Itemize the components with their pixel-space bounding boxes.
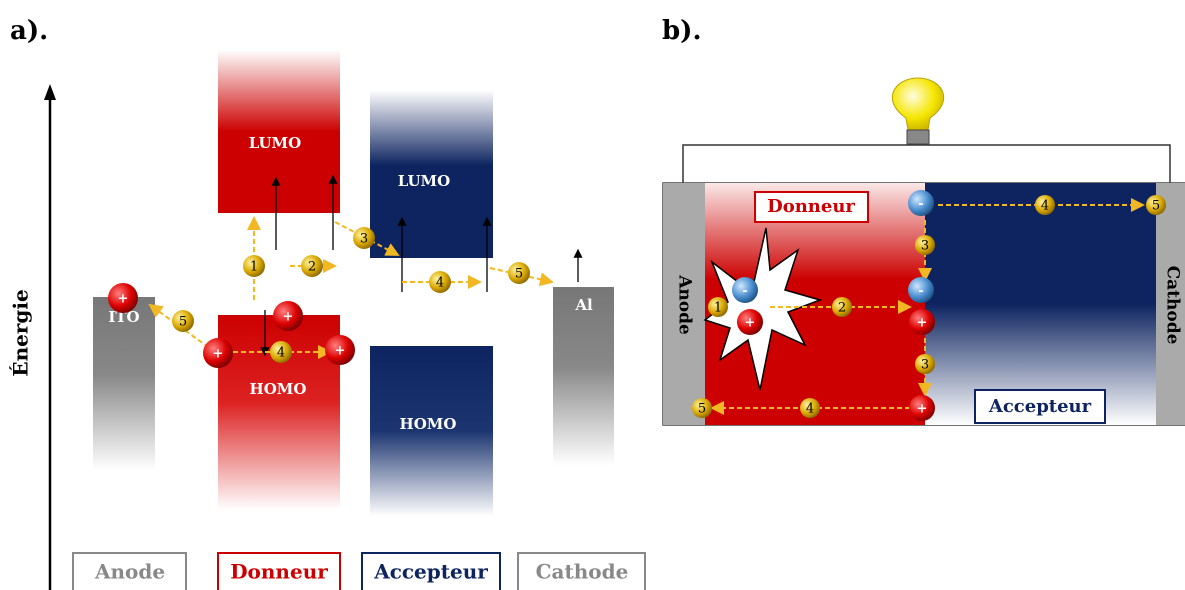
hole-label: + — [335, 344, 346, 359]
hole-label: + — [917, 316, 928, 331]
wire — [682, 144, 1171, 183]
step-marker-label: 5 — [698, 402, 706, 417]
step-marker-label: 2 — [308, 260, 316, 275]
legend-box — [974, 389, 1106, 424]
step-marker — [508, 262, 530, 284]
step-marker — [243, 255, 265, 277]
hole-label: + — [745, 316, 756, 331]
step-marker-label: 4 — [1041, 199, 1049, 214]
step-marker-label: 4 — [806, 402, 814, 417]
band-label: HOMO — [250, 380, 307, 398]
legend-label: Anode — [94, 560, 165, 584]
hole — [273, 301, 303, 331]
electron — [908, 190, 934, 216]
electron-label: - — [742, 284, 747, 299]
ito-band — [93, 297, 155, 470]
step-marker-label: 5 — [179, 315, 187, 330]
step-marker-label: 4 — [277, 346, 285, 361]
step-marker — [832, 297, 852, 317]
hole-label: + — [118, 292, 129, 307]
step-marker — [1035, 195, 1055, 215]
donor-lumo — [218, 50, 340, 213]
region-label: Donneur — [767, 196, 855, 217]
legend-box — [517, 552, 646, 590]
step-marker-label: 5 — [515, 267, 523, 282]
electrode-label: Cathode — [1163, 266, 1183, 345]
step-marker-label: 3 — [921, 358, 929, 373]
axis-arrow — [44, 84, 56, 100]
anode-strip — [663, 183, 705, 425]
band-label: LUMO — [398, 172, 450, 190]
step-marker — [915, 235, 935, 255]
legend-label: Donneur — [230, 560, 328, 584]
step-marker-label: 2 — [838, 301, 846, 316]
band-label: Al — [574, 296, 593, 314]
hole-label: + — [283, 310, 294, 325]
axis-label: Énergie — [9, 289, 33, 376]
panel-label: b). — [662, 16, 702, 46]
legend-box — [754, 191, 869, 223]
electrode-label: Anode — [675, 274, 695, 335]
hole — [203, 338, 233, 368]
step-marker — [301, 255, 323, 277]
legend-label: Cathode — [536, 560, 629, 584]
region-label: Accepteur — [988, 396, 1092, 417]
step-marker-label: 3 — [921, 239, 929, 254]
bulb — [891, 77, 945, 145]
hole — [737, 309, 763, 335]
step-marker — [915, 354, 935, 374]
step-marker — [708, 297, 728, 317]
step-marker — [270, 341, 292, 363]
acceptor-region — [925, 183, 1156, 425]
legend-box — [217, 552, 341, 590]
step-marker — [692, 398, 712, 418]
electron-label: - — [918, 197, 923, 212]
cathode-strip — [1156, 183, 1185, 425]
step-marker — [1146, 195, 1166, 215]
hole — [325, 335, 355, 365]
acceptor-homo — [370, 346, 493, 516]
step-marker-label: 5 — [1152, 199, 1160, 214]
step-marker — [353, 227, 375, 249]
legend-box — [72, 552, 187, 590]
band-label: HOMO — [400, 415, 457, 433]
electron-label: - — [918, 284, 923, 299]
step-marker-label: 1 — [250, 260, 258, 275]
hole-label: + — [917, 402, 928, 417]
band-label: ITO — [108, 308, 139, 326]
electron — [908, 277, 934, 303]
step-marker — [800, 398, 820, 418]
step-marker-label: 4 — [436, 276, 444, 291]
hole — [108, 283, 138, 313]
step-marker — [429, 271, 451, 293]
acceptor-lumo — [370, 90, 493, 258]
step-marker-label: 3 — [360, 232, 368, 247]
hole — [909, 395, 935, 421]
legend-label: Accepteur — [373, 560, 488, 584]
hole — [909, 309, 935, 335]
electron — [732, 277, 758, 303]
band-label: LUMO — [249, 134, 301, 152]
panel-label: a). — [10, 16, 48, 46]
exciton-burst — [703, 227, 823, 391]
al-band — [553, 287, 614, 465]
legend-box — [361, 552, 501, 590]
step-marker — [172, 310, 194, 332]
step-marker-label: 1 — [714, 301, 722, 316]
hole-label: + — [213, 347, 224, 362]
